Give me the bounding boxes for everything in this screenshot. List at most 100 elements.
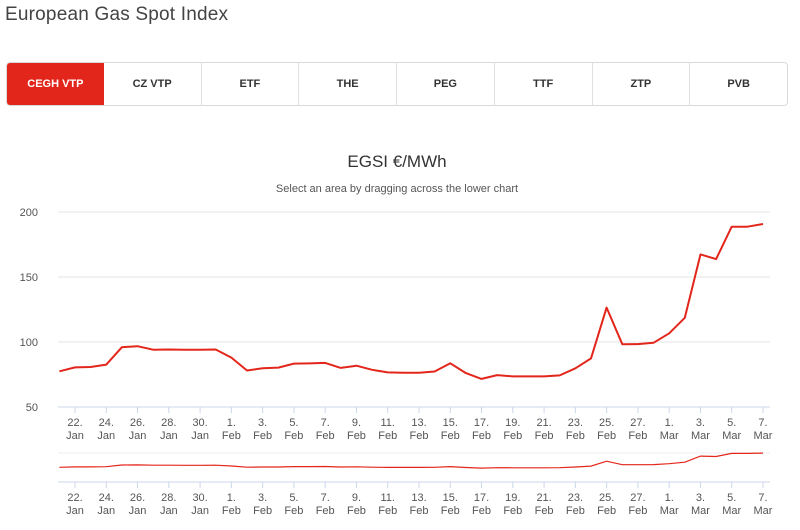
y-tick-label-50: 50	[26, 402, 38, 414]
main-series	[59, 223, 764, 380]
chart-title: EGSI €/MWh	[347, 152, 446, 171]
nav-x-tick-month-22: Mar	[754, 505, 773, 517]
market-tabs: CEGH VTP CZ VTP ETF THE PEG TTF ZTP PVB	[6, 62, 788, 106]
chart-subtitle: Select an area by dragging across the lo…	[276, 183, 518, 195]
nav-x-tick-day-2: 26.	[130, 492, 145, 504]
nav-x-tick-day-18: 27.	[630, 492, 645, 504]
x-tick-day-13: 17.	[474, 417, 489, 429]
x-tick-day-21: 5.	[727, 417, 736, 429]
nav-x-tick-day-16: 23.	[568, 492, 583, 504]
tab-ttf[interactable]: TTF	[495, 63, 593, 105]
x-tick-day-18: 27.	[630, 417, 645, 429]
x-tick-day-17: 25.	[599, 417, 614, 429]
nav-x-tick-month-0: Jan	[66, 505, 84, 517]
nav-x-tick-day-21: 5.	[727, 492, 736, 504]
x-tick-month-0: Jan	[66, 430, 84, 442]
nav-x-tick-month-3: Jan	[160, 505, 178, 517]
navigator-series-line	[59, 452, 764, 469]
x-tick-month-12: Feb	[441, 430, 460, 442]
nav-x-tick-day-7: 5.	[289, 492, 298, 504]
x-tick-month-16: Feb	[566, 430, 585, 442]
nav-x-tick-month-9: Feb	[347, 505, 366, 517]
nav-x-tick-month-19: Mar	[660, 505, 679, 517]
nav-x-tick-day-14: 19.	[505, 492, 520, 504]
x-axis: 22.Jan24.Jan26.Jan28.Jan30.Jan1.Feb3.Feb…	[58, 406, 773, 442]
nav-x-tick-day-22: 7.	[758, 492, 767, 504]
tab-etf[interactable]: ETF	[202, 63, 300, 105]
nav-x-tick-month-21: Mar	[722, 505, 741, 517]
x-tick-day-11: 13.	[411, 417, 426, 429]
nav-x-tick-month-7: Feb	[284, 505, 303, 517]
nav-x-tick-day-13: 17.	[474, 492, 489, 504]
x-tick-day-3: 28.	[161, 417, 176, 429]
navigator-x-axis: 22.Jan24.Jan26.Jan28.Jan30.Jan1.Feb3.Feb…	[58, 481, 773, 517]
nav-x-tick-day-12: 15.	[443, 492, 458, 504]
nav-x-tick-day-9: 9.	[352, 492, 361, 504]
x-tick-month-11: Feb	[410, 430, 429, 442]
series-line	[59, 223, 764, 380]
nav-x-tick-month-17: Feb	[597, 505, 616, 517]
nav-x-tick-month-20: Mar	[691, 505, 710, 517]
nav-x-tick-day-11: 13.	[411, 492, 426, 504]
x-tick-day-19: 1.	[665, 417, 674, 429]
x-tick-month-14: Feb	[503, 430, 522, 442]
nav-x-tick-day-0: 22.	[67, 492, 82, 504]
tab-peg[interactable]: PEG	[397, 63, 495, 105]
x-tick-day-5: 1.	[227, 417, 236, 429]
nav-x-tick-month-12: Feb	[441, 505, 460, 517]
nav-x-tick-month-8: Feb	[316, 505, 335, 517]
y-tick-label-150: 150	[20, 272, 38, 284]
nav-x-tick-month-5: Feb	[222, 505, 241, 517]
nav-x-tick-month-11: Feb	[410, 505, 429, 517]
x-tick-month-6: Feb	[253, 430, 272, 442]
x-tick-month-13: Feb	[472, 430, 491, 442]
x-tick-day-6: 3.	[258, 417, 267, 429]
x-tick-day-8: 7.	[321, 417, 330, 429]
nav-x-tick-day-20: 3.	[696, 492, 705, 504]
tab-cz-vtp[interactable]: CZ VTP	[104, 63, 202, 105]
nav-x-tick-day-1: 24.	[99, 492, 114, 504]
x-tick-day-7: 5.	[289, 417, 298, 429]
x-tick-day-12: 15.	[443, 417, 458, 429]
nav-x-tick-month-1: Jan	[97, 505, 115, 517]
y-axis: 50 100 150 200	[20, 207, 38, 414]
page-title: European Gas Spot Index	[5, 4, 229, 25]
nav-x-tick-day-3: 28.	[161, 492, 176, 504]
navigator-chart[interactable]	[58, 452, 770, 469]
x-tick-day-1: 24.	[99, 417, 114, 429]
tab-pvb[interactable]: PVB	[727, 78, 750, 90]
x-tick-month-2: Jan	[129, 430, 147, 442]
tab-cegh-vtp[interactable]: CEGH VTP	[7, 63, 104, 105]
nav-x-tick-month-14: Feb	[503, 505, 522, 517]
nav-x-tick-month-15: Feb	[535, 505, 554, 517]
nav-x-tick-day-15: 21.	[536, 492, 551, 504]
tab-ztp[interactable]: ZTP	[593, 63, 691, 105]
tab-the[interactable]: THE	[299, 63, 397, 105]
nav-x-tick-day-10: 11.	[380, 492, 394, 504]
x-tick-month-20: Mar	[691, 430, 710, 442]
x-tick-day-10: 11.	[380, 417, 394, 429]
x-tick-month-3: Jan	[160, 430, 178, 442]
nav-x-tick-day-4: 30.	[192, 492, 207, 504]
x-tick-day-16: 23.	[568, 417, 583, 429]
nav-x-tick-month-4: Jan	[191, 505, 209, 517]
nav-x-tick-day-19: 1.	[665, 492, 674, 504]
x-tick-day-22: 7.	[758, 417, 767, 429]
x-tick-day-2: 26.	[130, 417, 145, 429]
x-tick-month-5: Feb	[222, 430, 241, 442]
nav-x-tick-month-13: Feb	[472, 505, 491, 517]
nav-x-tick-day-6: 3.	[258, 492, 267, 504]
x-tick-month-15: Feb	[535, 430, 554, 442]
nav-x-tick-month-10: Feb	[378, 505, 397, 517]
x-tick-month-22: Mar	[754, 430, 773, 442]
nav-x-tick-day-8: 7.	[321, 492, 330, 504]
x-tick-day-9: 9.	[352, 417, 361, 429]
nav-x-tick-day-5: 1.	[227, 492, 236, 504]
x-tick-month-18: Feb	[628, 430, 647, 442]
x-tick-day-14: 19.	[505, 417, 520, 429]
x-tick-day-15: 21.	[536, 417, 551, 429]
nav-x-tick-month-6: Feb	[253, 505, 272, 517]
x-tick-month-8: Feb	[316, 430, 335, 442]
x-tick-month-17: Feb	[597, 430, 616, 442]
